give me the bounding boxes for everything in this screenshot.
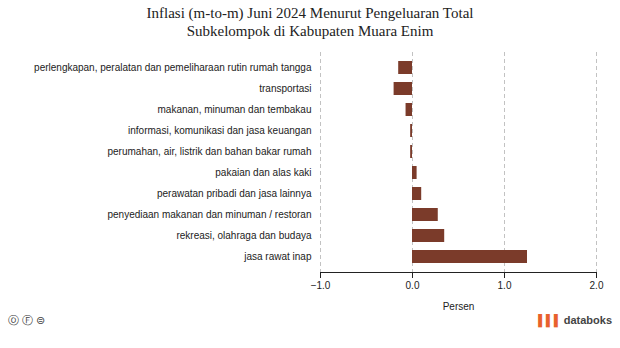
svg-text:makanan, minuman dan tembakau: makanan, minuman dan tembakau — [158, 104, 312, 115]
svg-text:perlengkapan, peralatan dan pe: perlengkapan, peralatan dan pemeliharaan… — [34, 62, 312, 73]
svg-text:pakaian dan alas kaki: pakaian dan alas kaki — [215, 167, 311, 178]
svg-text:perawatan pribadi dan jasa lai: perawatan pribadi dan jasa lainnya — [157, 188, 312, 199]
svg-text:transportasi: transportasi — [259, 83, 311, 94]
svg-text:0.0: 0.0 — [406, 280, 420, 291]
svg-text:rekreasi, olahraga dan budaya: rekreasi, olahraga dan budaya — [176, 230, 312, 241]
svg-text:1.0: 1.0 — [498, 280, 512, 291]
svg-text:Persen: Persen — [443, 301, 475, 312]
html-text:Inflasi (m-to-m) Juni 2024 Men: Inflasi (m-to-m) Juni 2024 Menurut Penge… — [146, 5, 474, 39]
svg-text:−1.0: −1.0 — [311, 280, 331, 291]
html-text:databoks: databoks — [563, 314, 612, 326]
svg-text:2.0: 2.0 — [590, 280, 604, 291]
svg-text:jasa rawat inap: jasa rawat inap — [243, 251, 312, 262]
svg-text:perumahan, air, listrik dan ba: perumahan, air, listrik dan bahan bakar … — [107, 146, 311, 157]
svg-text:penyediaan makanan dan minuman: penyediaan makanan dan minuman / restora… — [107, 209, 311, 220]
svg-text:informasi, komunikasi dan jasa: informasi, komunikasi dan jasa keuangan — [128, 125, 311, 136]
